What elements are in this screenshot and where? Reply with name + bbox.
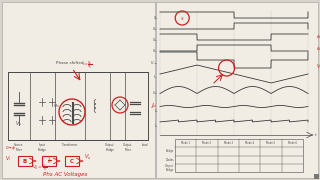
Bar: [42, 156, 56, 166]
Text: $\mathbf{C}$: $\mathbf{C}$: [69, 157, 75, 165]
Text: Load: Load: [142, 143, 148, 147]
Text: $V_{in}$: $V_{in}$: [53, 102, 60, 110]
Text: Source
Filter: Source Filter: [14, 143, 24, 152]
Text: Output
Bridge: Output Bridge: [105, 143, 115, 152]
Text: $S_2$: $S_2$: [153, 25, 158, 33]
Text: $I_o$: $I_o$: [154, 107, 158, 115]
Text: Output
Bridge: Output Bridge: [165, 164, 174, 172]
Text: $t$: $t$: [314, 132, 318, 138]
Text: $S_3$: $S_3$: [152, 36, 158, 44]
Text: $0\!\to\!\phi$: $0\!\to\!\phi$: [5, 144, 17, 152]
Text: $V_o$: $V_o$: [152, 89, 158, 97]
Bar: [175, 139, 303, 172]
Text: $S$: $S$: [180, 15, 184, 21]
Bar: [314, 174, 319, 179]
Text: $S_1$: $S_1$: [153, 14, 158, 22]
Text: $V_o' = \frac{V_o}{n}$: $V_o' = \frac{V_o}{n}$: [32, 163, 48, 174]
Text: $V_{AB}$: $V_{AB}$: [150, 59, 158, 67]
Text: $S_4$: $S_4$: [152, 47, 158, 55]
Bar: [156, 2, 318, 178]
Text: Mode 2: Mode 2: [203, 141, 212, 145]
Text: $V_i$: $V_i$: [5, 154, 11, 163]
Text: $i\!=\!\frac{N_1}{N_2}$: $i\!=\!\frac{N_1}{N_2}$: [82, 60, 93, 72]
Text: Input
Bridge: Input Bridge: [37, 143, 46, 152]
Text: Mode 6: Mode 6: [288, 141, 297, 145]
Text: $I_T$: $I_T$: [153, 73, 158, 81]
Bar: [18, 156, 32, 166]
Text: Mode 3: Mode 3: [224, 141, 233, 145]
Text: Phs AC Voltages: Phs AC Voltages: [43, 172, 87, 177]
Text: Phase shifted: Phase shifted: [56, 61, 84, 65]
Text: Diodes: Diodes: [165, 158, 174, 162]
Text: $\mathbf{B}$: $\mathbf{B}$: [22, 157, 28, 165]
Text: Bridge: Bridge: [166, 149, 174, 153]
Text: $\delta c\,\frac{V_o}{V_i}$: $\delta c\,\frac{V_o}{V_i}$: [316, 33, 320, 45]
Text: $I_L$: $I_L$: [154, 122, 158, 130]
Text: Transformer: Transformer: [62, 143, 78, 147]
Text: $J_o$: $J_o$: [150, 101, 157, 110]
Text: Mode 1: Mode 1: [181, 141, 190, 145]
Bar: [2, 2, 155, 178]
Text: $\frac{1}{n}$: $\frac{1}{n}$: [47, 156, 51, 167]
Text: $\delta c\,\frac{V_o}{V_i}$: $\delta c\,\frac{V_o}{V_i}$: [316, 45, 320, 57]
Text: $V_s$: $V_s$: [15, 119, 22, 128]
Text: Mode 4: Mode 4: [245, 141, 254, 145]
Text: $V_o'$: $V_o'$: [84, 152, 91, 161]
Text: Output
Filter: Output Filter: [123, 143, 133, 152]
Text: Mode 5: Mode 5: [267, 141, 276, 145]
Bar: [8, 72, 148, 140]
Bar: [65, 156, 79, 166]
Text: $V_i$: $V_i$: [316, 62, 320, 71]
